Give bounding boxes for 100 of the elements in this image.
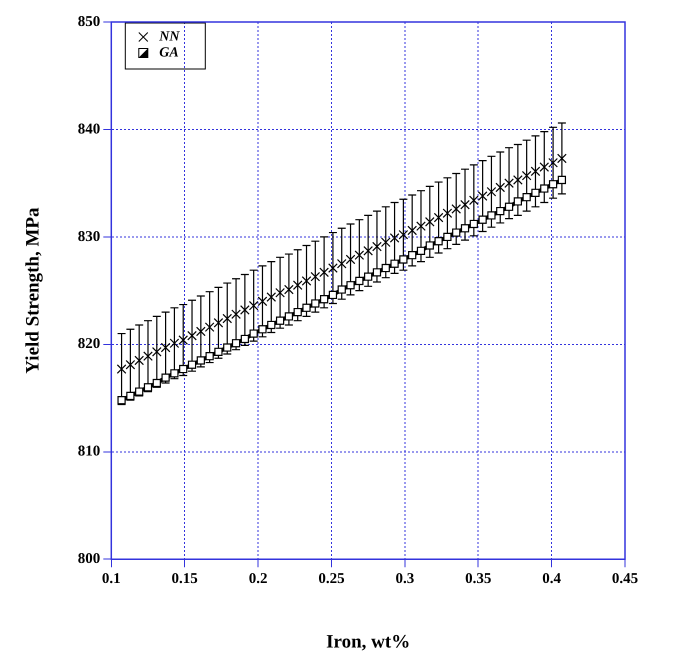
point bbox=[380, 237, 391, 248]
point bbox=[178, 335, 188, 345]
y-tick-label: 850 bbox=[78, 14, 100, 30]
point bbox=[399, 255, 408, 264]
point bbox=[223, 343, 232, 352]
point bbox=[364, 272, 372, 281]
point bbox=[117, 396, 126, 404]
point bbox=[160, 342, 170, 352]
point bbox=[240, 334, 249, 344]
point bbox=[452, 228, 460, 237]
point bbox=[530, 166, 540, 176]
point bbox=[250, 329, 258, 338]
y-tick-label: 840 bbox=[78, 121, 100, 138]
point bbox=[231, 309, 241, 320]
point bbox=[338, 285, 346, 294]
point bbox=[311, 299, 320, 308]
point bbox=[143, 351, 153, 361]
point bbox=[496, 206, 504, 216]
point bbox=[276, 316, 284, 325]
point bbox=[126, 360, 136, 370]
point bbox=[487, 211, 496, 220]
point bbox=[266, 292, 276, 302]
x-tick-label: 0.4 bbox=[542, 571, 562, 588]
point bbox=[468, 196, 479, 206]
point bbox=[363, 246, 373, 256]
point bbox=[214, 348, 223, 356]
point bbox=[258, 296, 268, 306]
point bbox=[460, 200, 470, 210]
point bbox=[398, 230, 408, 240]
point bbox=[513, 175, 523, 185]
point bbox=[319, 267, 329, 278]
point bbox=[302, 276, 312, 286]
point bbox=[284, 312, 294, 321]
point bbox=[416, 221, 426, 231]
point bbox=[495, 182, 506, 192]
point bbox=[284, 284, 294, 294]
point bbox=[196, 356, 205, 365]
point bbox=[214, 318, 224, 328]
point bbox=[531, 188, 540, 197]
point bbox=[522, 170, 532, 180]
point bbox=[504, 178, 514, 188]
point bbox=[558, 176, 566, 184]
point bbox=[354, 250, 364, 260]
x-tick-label: 0.3 bbox=[395, 571, 414, 588]
point bbox=[434, 237, 443, 246]
point bbox=[346, 281, 355, 290]
point bbox=[416, 246, 426, 255]
point bbox=[196, 326, 206, 336]
point bbox=[275, 288, 285, 298]
x-tick-label: 0.25 bbox=[318, 571, 345, 588]
point bbox=[407, 226, 418, 236]
point bbox=[539, 162, 550, 172]
y-tick-label: 810 bbox=[78, 444, 100, 460]
point bbox=[267, 320, 276, 330]
point bbox=[232, 339, 240, 348]
point bbox=[152, 347, 162, 357]
point bbox=[426, 241, 434, 250]
point bbox=[486, 186, 496, 197]
point bbox=[134, 356, 144, 366]
point bbox=[355, 276, 364, 286]
point bbox=[557, 154, 567, 164]
point bbox=[548, 158, 558, 168]
point bbox=[522, 192, 531, 202]
point bbox=[451, 204, 462, 214]
point bbox=[188, 360, 196, 369]
point bbox=[310, 272, 320, 282]
point bbox=[126, 392, 135, 400]
y-axis-title: Yield Strength, MPa bbox=[22, 206, 44, 374]
point bbox=[390, 233, 400, 243]
x-tick-label: 0.15 bbox=[172, 571, 198, 588]
point bbox=[434, 212, 444, 222]
point bbox=[372, 242, 382, 252]
point bbox=[152, 378, 161, 388]
x-tick-label: 0.35 bbox=[465, 571, 492, 588]
point bbox=[294, 308, 302, 316]
point bbox=[328, 263, 338, 273]
point bbox=[320, 295, 328, 304]
point bbox=[248, 300, 259, 310]
point bbox=[170, 369, 179, 378]
point bbox=[161, 373, 170, 382]
point bbox=[204, 322, 214, 332]
point bbox=[240, 305, 250, 315]
point bbox=[302, 304, 311, 312]
point bbox=[187, 330, 197, 341]
point bbox=[470, 220, 478, 228]
x-tick-label: 0.1 bbox=[102, 571, 121, 588]
point bbox=[443, 232, 452, 242]
point bbox=[460, 224, 470, 232]
point bbox=[258, 325, 267, 334]
point bbox=[382, 264, 390, 272]
point bbox=[478, 216, 487, 224]
point bbox=[478, 191, 488, 201]
y-tick-label: 800 bbox=[78, 551, 100, 568]
point bbox=[548, 180, 558, 188]
x-tick-label: 0.2 bbox=[248, 571, 268, 588]
point bbox=[514, 197, 522, 206]
point bbox=[408, 251, 416, 260]
point bbox=[292, 280, 303, 290]
point bbox=[116, 364, 126, 374]
legend-label: GA bbox=[159, 46, 179, 61]
